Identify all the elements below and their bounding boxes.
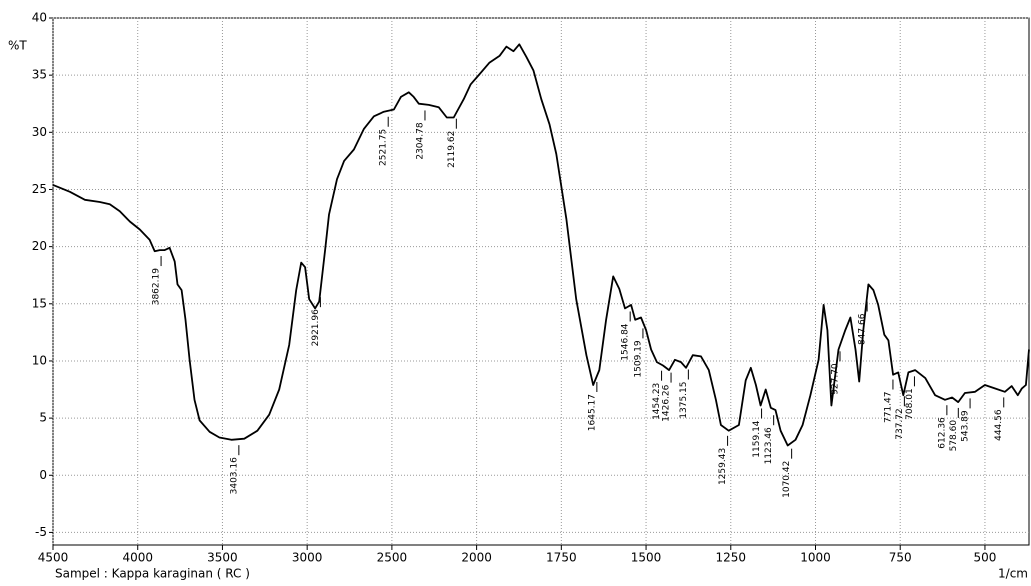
peak-label: 1070.42 xyxy=(782,461,792,498)
y-tick-label: 25 xyxy=(32,182,47,196)
peak-label: 708.01 xyxy=(905,388,915,420)
peak-label: 847.66 xyxy=(858,313,868,345)
x-tick-label: 2000 xyxy=(461,551,492,565)
peak-label: 543.89 xyxy=(961,410,971,442)
y-tick-label: 20 xyxy=(32,239,47,253)
peak-label: 1123.46 xyxy=(764,427,774,464)
peak-label: 1454.23 xyxy=(652,383,662,420)
x-tick-label: 1250 xyxy=(716,551,747,565)
peak-label: 444.56 xyxy=(994,409,1004,441)
x-tick-label: 500 xyxy=(973,551,996,565)
spectrum-line xyxy=(52,43,1030,447)
x-tick-label: 1000 xyxy=(800,551,831,565)
x-tick-label: 3000 xyxy=(292,551,323,565)
y-tick-label: 15 xyxy=(32,296,47,310)
y-tick-label: 40 xyxy=(32,11,47,25)
peak-label: 3862.19 xyxy=(152,268,162,305)
x-tick-label: 1500 xyxy=(631,551,662,565)
peak-label: 612.36 xyxy=(937,417,947,449)
peak-label: 1159.14 xyxy=(752,420,762,457)
x-tick-label: 1750 xyxy=(546,551,577,565)
peak-label: 2119.62 xyxy=(447,131,457,168)
peak-label: 1259.43 xyxy=(718,448,728,485)
y-tick-label: -5 xyxy=(35,525,47,539)
peak-label: 771.47 xyxy=(883,392,893,424)
x-tick-label: 4000 xyxy=(122,551,153,565)
peak-label: 1375.15 xyxy=(679,382,689,419)
peak-label: 927.70 xyxy=(831,363,841,395)
x-tick-label: 2500 xyxy=(377,551,408,565)
peak-label: 1546.84 xyxy=(621,323,631,360)
y-tick-label: 0 xyxy=(39,468,47,482)
peak-label: 1645.17 xyxy=(587,394,597,431)
peak-label: 2921.96 xyxy=(311,309,321,346)
caption: Sampel : Kappa karaginan ( RC ) xyxy=(55,567,250,581)
peak-label: 1509.19 xyxy=(633,340,643,377)
y-tick-label: 35 xyxy=(32,68,47,82)
x-tick-label: 750 xyxy=(889,551,912,565)
peak-label: 578.60 xyxy=(949,420,959,452)
y-tick-label: 30 xyxy=(32,125,47,139)
peak-label: 1426.26 xyxy=(662,384,672,421)
x-tick-label: 3500 xyxy=(207,551,238,565)
y-tick-label: 5 xyxy=(39,411,47,425)
peak-label: 737.72 xyxy=(895,408,905,440)
y-axis-label: %T xyxy=(8,39,27,53)
peak-label: 3403.16 xyxy=(229,457,239,494)
peak-label: 2521.75 xyxy=(379,129,389,166)
y-tick-label: 10 xyxy=(32,353,47,367)
plot-frame xyxy=(52,17,1030,546)
x-axis-label: 1/cm xyxy=(998,567,1028,581)
peak-label: 2304.78 xyxy=(415,122,425,159)
x-tick-label: 4500 xyxy=(38,551,69,565)
